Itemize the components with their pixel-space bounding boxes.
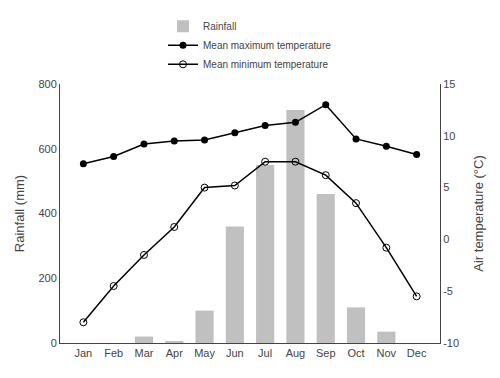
svg-text:800: 800 xyxy=(38,78,56,90)
svg-text:Dec: Dec xyxy=(407,347,427,359)
svg-text:0: 0 xyxy=(51,337,57,349)
svg-text:Mar: Mar xyxy=(134,347,153,359)
svg-text:5: 5 xyxy=(443,181,449,193)
svg-text:Apr: Apr xyxy=(166,347,183,359)
svg-text:Aug: Aug xyxy=(286,347,306,359)
svg-text:Mean minimum temperature: Mean minimum temperature xyxy=(203,59,328,70)
svg-text:-5: -5 xyxy=(443,285,453,297)
svg-text:Rainfall: Rainfall xyxy=(203,21,236,32)
svg-text:Nov: Nov xyxy=(377,347,397,359)
svg-text:Sep: Sep xyxy=(316,347,336,359)
svg-text:0: 0 xyxy=(443,233,449,245)
svg-text:May: May xyxy=(194,347,215,359)
svg-text:Jun: Jun xyxy=(226,347,244,359)
svg-text:Feb: Feb xyxy=(104,347,123,359)
svg-text:200: 200 xyxy=(38,272,56,284)
svg-text:Mean maximum temperature: Mean maximum temperature xyxy=(203,40,331,51)
svg-text:15: 15 xyxy=(443,78,455,90)
svg-text:Jul: Jul xyxy=(258,347,272,359)
svg-text:Oct: Oct xyxy=(347,347,364,359)
svg-text:400: 400 xyxy=(38,207,56,219)
svg-text:-10: -10 xyxy=(443,337,459,349)
svg-text:600: 600 xyxy=(38,143,56,155)
svg-text:Air temperature (°C): Air temperature (°C) xyxy=(471,155,486,271)
svg-text:Jan: Jan xyxy=(75,347,93,359)
svg-text:10: 10 xyxy=(443,130,455,142)
svg-text:Rainfall (mm): Rainfall (mm) xyxy=(12,175,27,252)
